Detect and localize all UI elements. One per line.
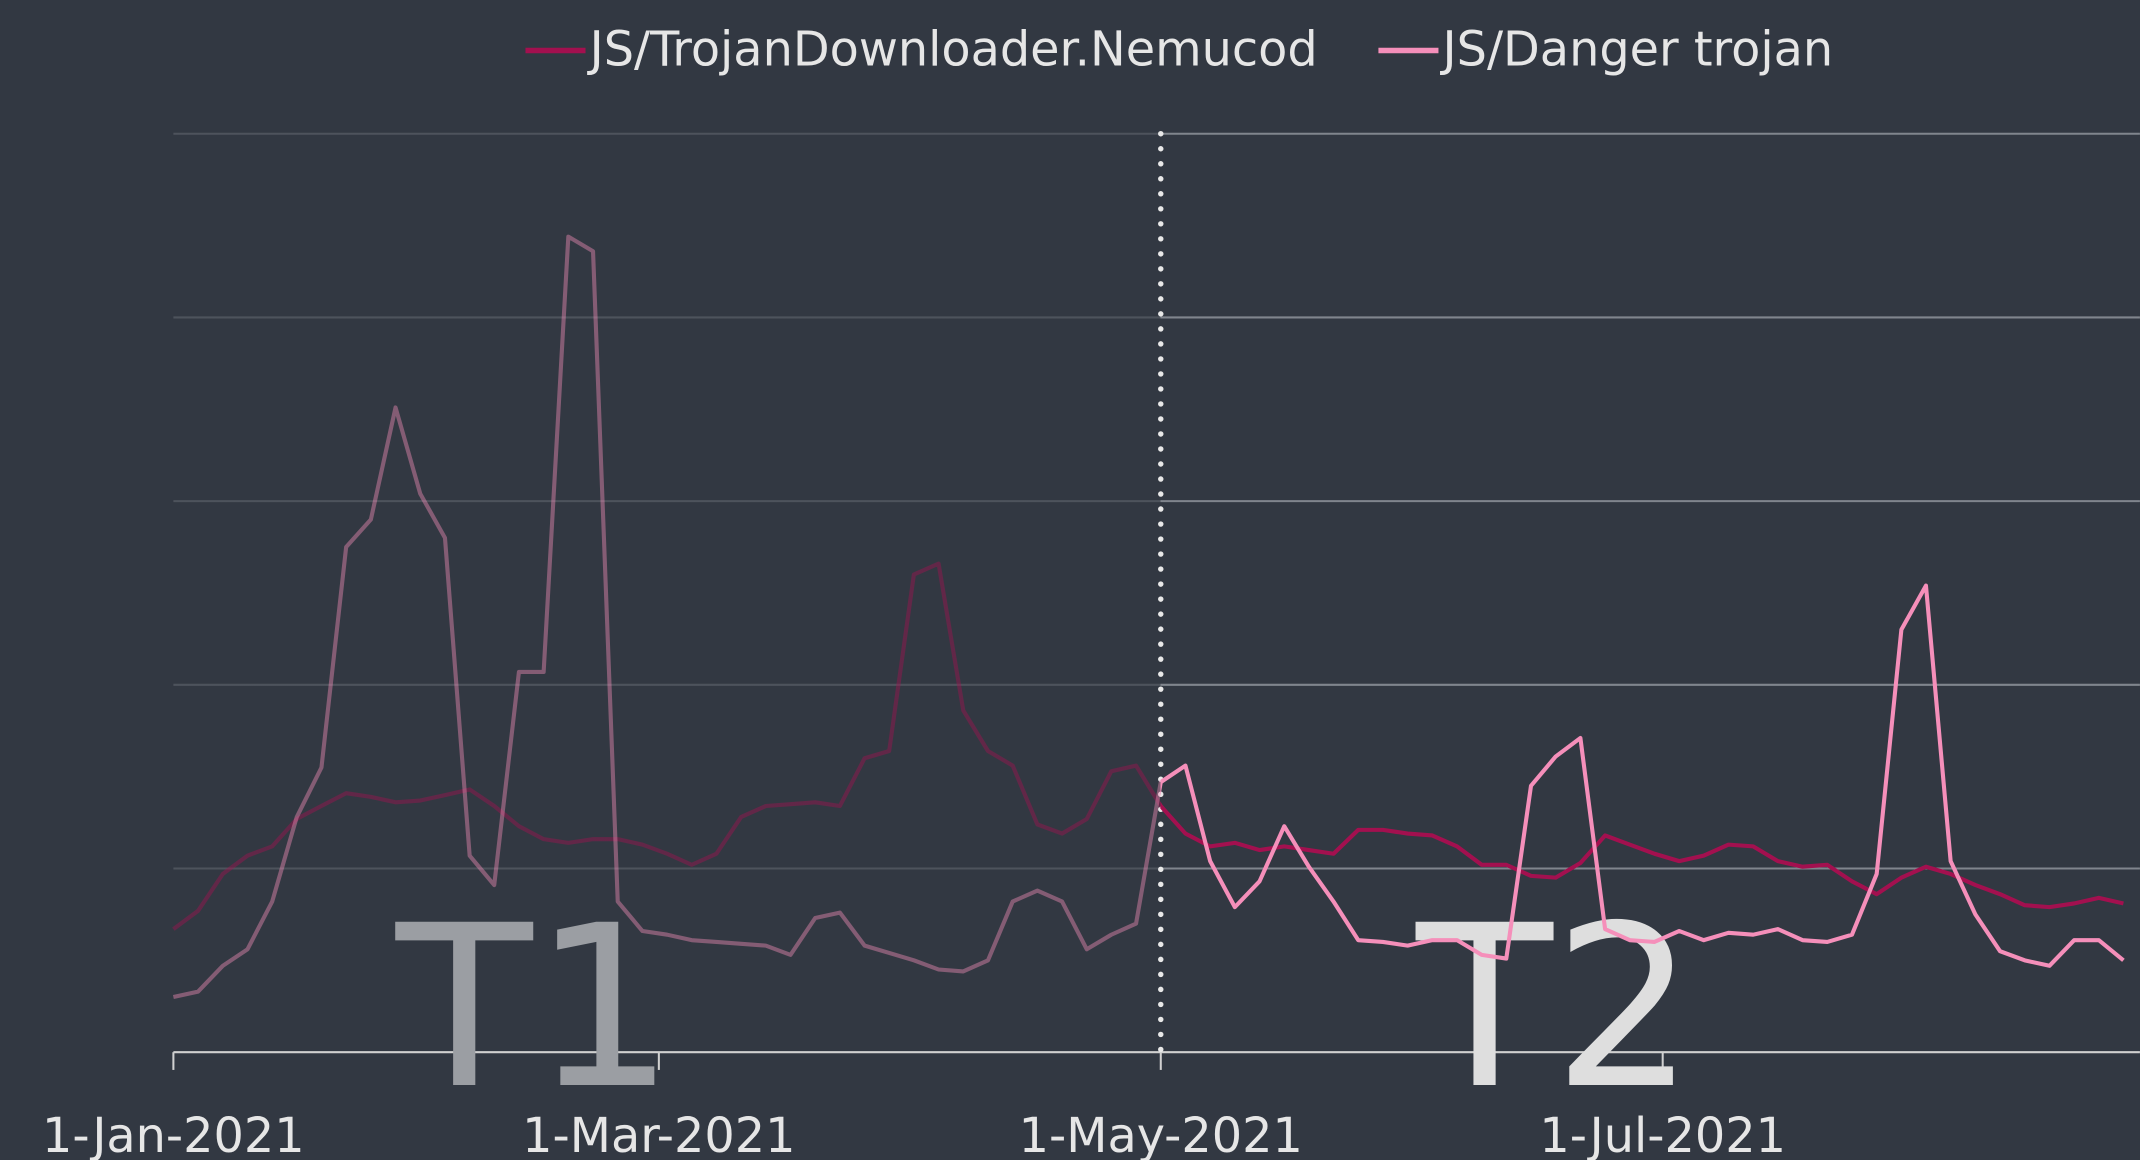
- period-label: T2: [1415, 877, 1695, 1138]
- x-tick-label: 1-May-2021: [1019, 1109, 1303, 1160]
- x-tick-label: 1-Jan-2021: [42, 1109, 305, 1160]
- x-tick-label: 1-Mar-2021: [522, 1109, 795, 1160]
- period-label: T1: [395, 877, 675, 1138]
- x-tick-label: 1-Jul-2021: [1539, 1109, 1786, 1160]
- legend-label: JS/Danger trojan: [1440, 23, 1834, 78]
- legend-label: JS/TrojanDownloader.Nemucod: [587, 23, 1318, 78]
- series-line: [172, 561, 2124, 931]
- series-line: [172, 234, 2125, 1000]
